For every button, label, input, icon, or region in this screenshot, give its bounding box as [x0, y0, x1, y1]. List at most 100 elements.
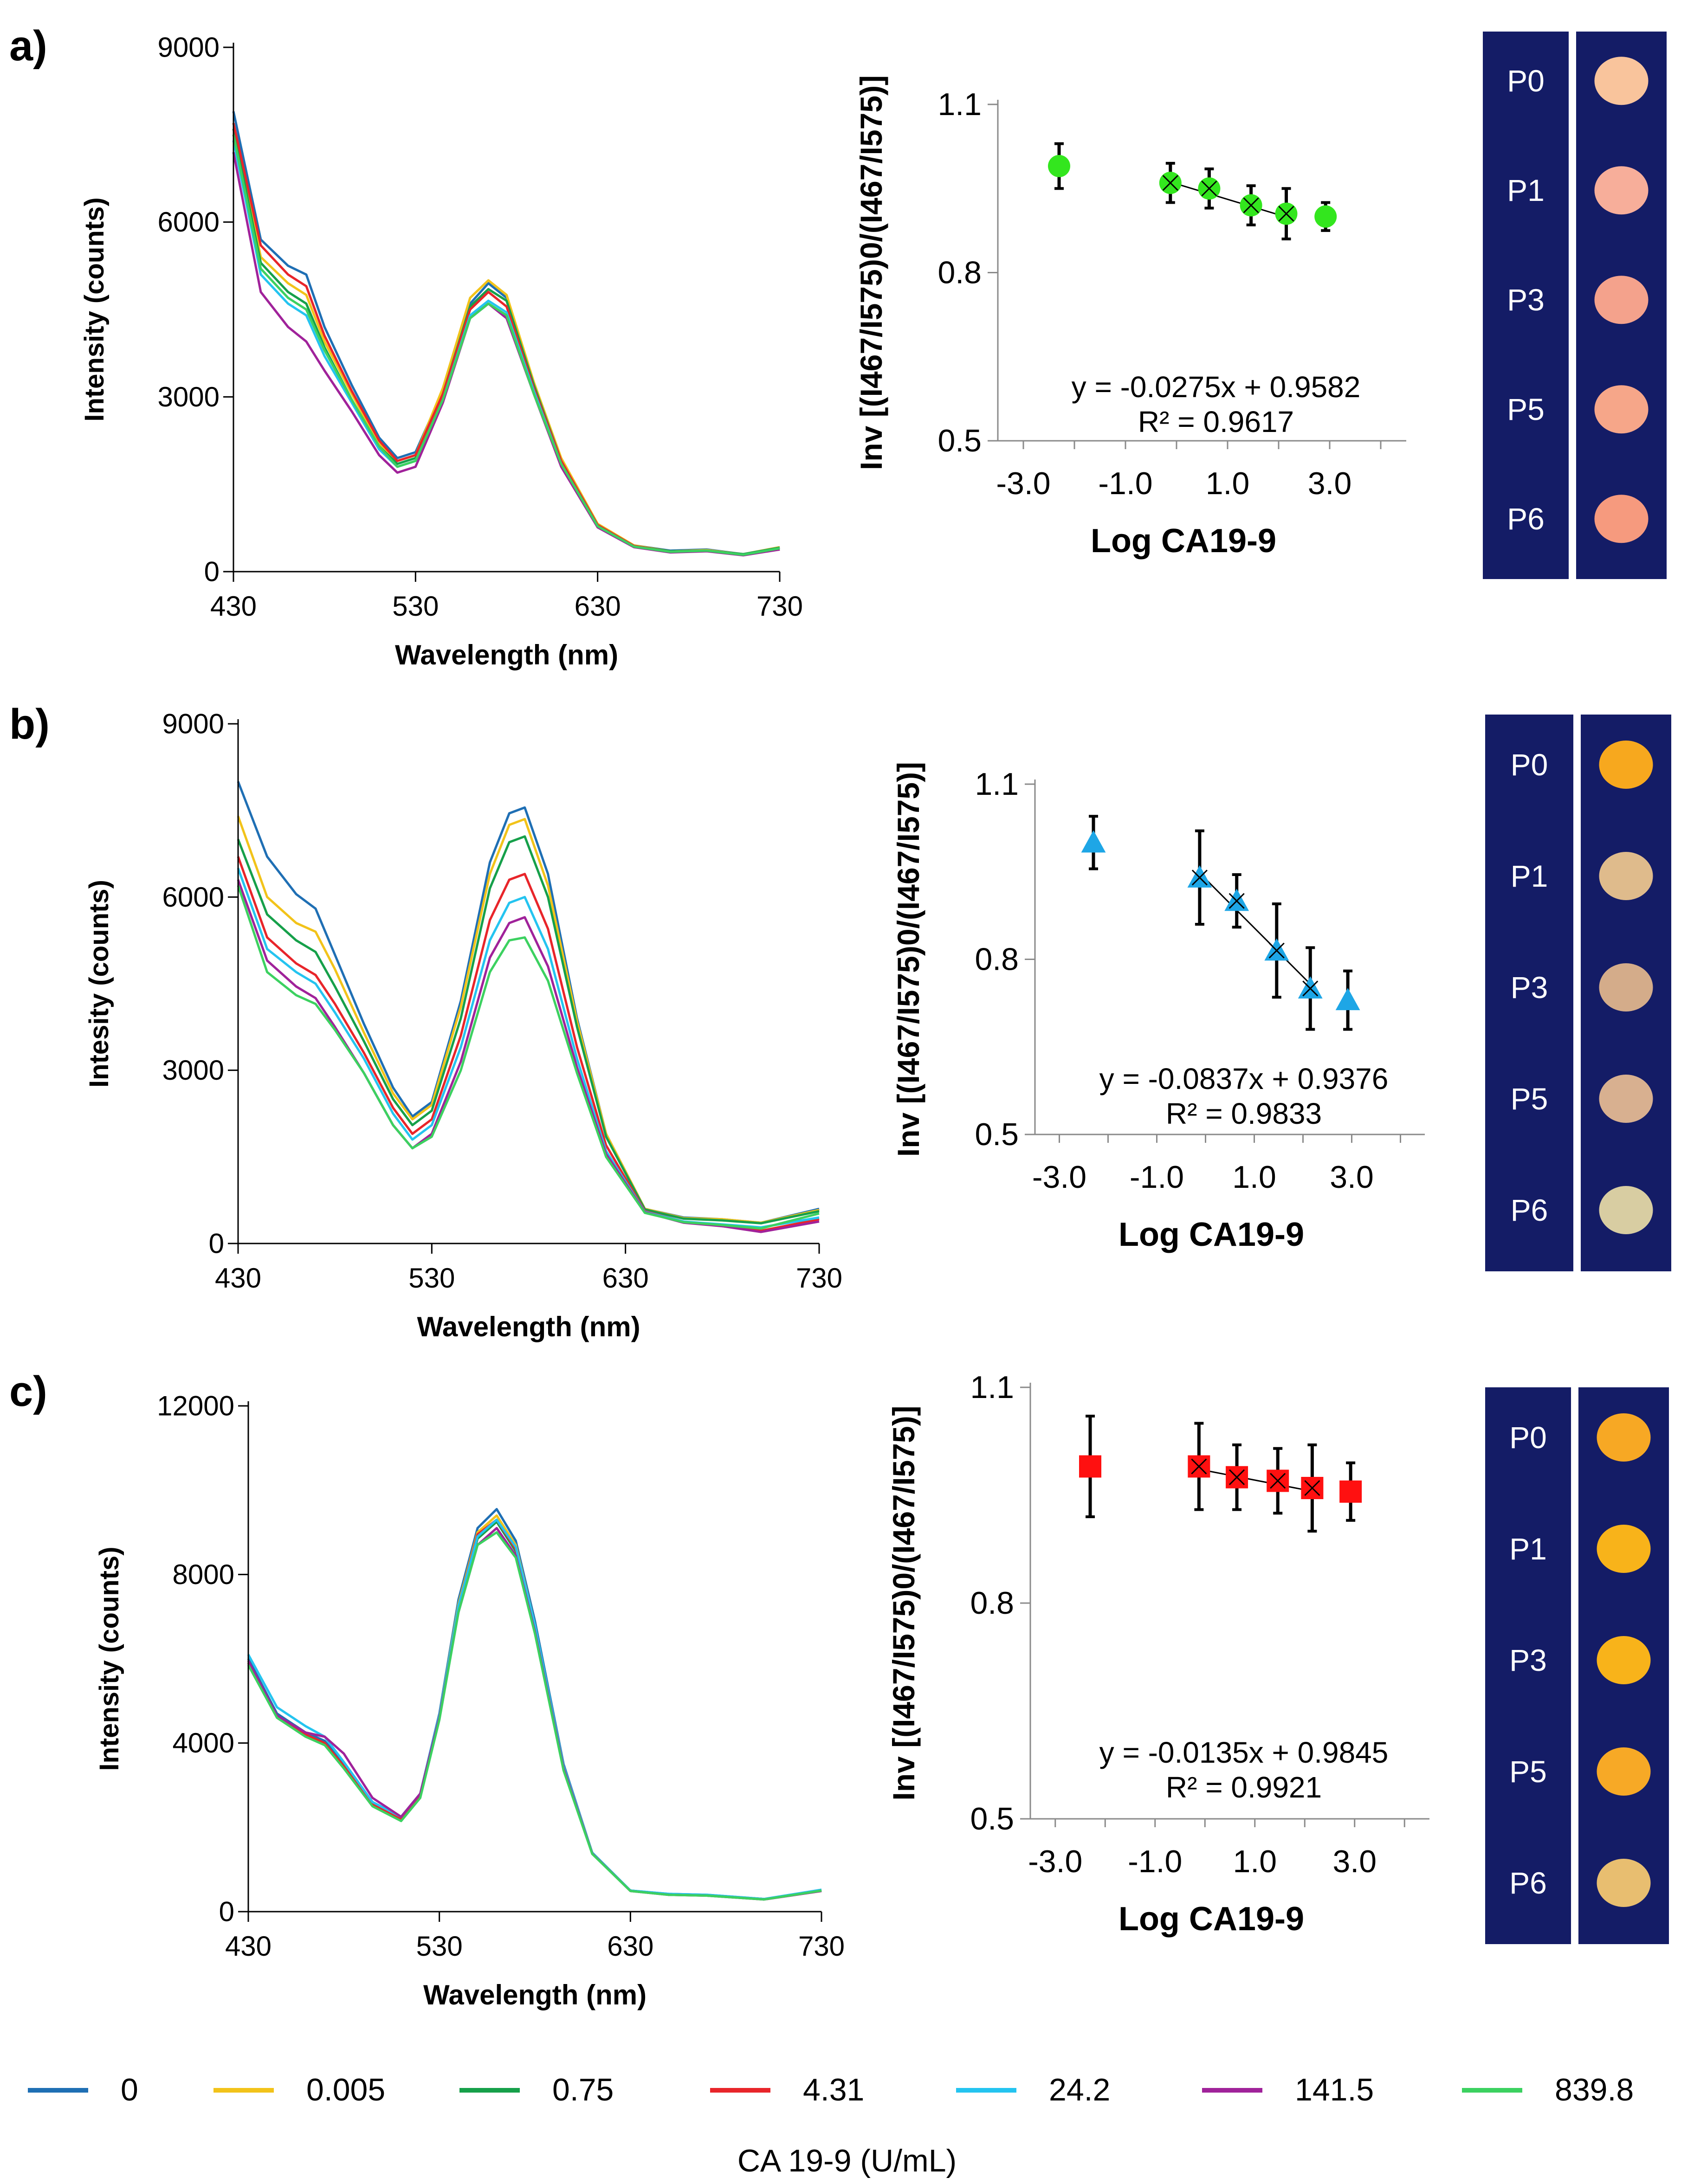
spectrum-series-4.31	[232, 122, 780, 556]
strip-spot	[1599, 1186, 1653, 1234]
cal-x-tick-label: 3.0	[1330, 1160, 1374, 1195]
cal-x-tick-label: -3.0	[996, 466, 1050, 501]
strip-spot	[1597, 1413, 1651, 1462]
cal-point	[1224, 889, 1249, 911]
y-tick-label: 6000	[158, 206, 220, 238]
strip-label-column	[1483, 32, 1569, 579]
strip-spot	[1599, 741, 1653, 789]
spectrum-series-839.8	[247, 1531, 822, 1901]
cal-point	[1079, 1455, 1101, 1478]
cal-equation: y = -0.0275x + 0.9582	[1072, 370, 1361, 404]
strip-spot	[1599, 963, 1653, 1011]
strip-label: P6	[1507, 502, 1545, 536]
cal-point-cross	[1201, 180, 1217, 197]
cal-point	[1187, 865, 1212, 888]
strip-spot	[1594, 385, 1649, 434]
cal-x-tick-label: 1.0	[1232, 1160, 1276, 1195]
cal-x-tick-label: 1.0	[1206, 466, 1250, 501]
cal-x-tick-label: 1.0	[1233, 1844, 1277, 1879]
y-axis-title: Intesity (counts)	[84, 880, 114, 1088]
cal-y-tick-label: 0.8	[975, 942, 1019, 977]
strip-spot	[1599, 1075, 1653, 1123]
cal-point-cross	[1268, 942, 1285, 959]
y-axis-title: Intensity (counts)	[94, 1546, 124, 1771]
strip-label: P1	[1509, 1532, 1547, 1566]
sensor-strip-photo: P0 P1 P3 P5 P6	[1485, 715, 1671, 1271]
strip-label: P5	[1509, 1754, 1547, 1789]
cal-x-tick-label: 3.0	[1308, 466, 1352, 501]
panel-b: b) 0 3000 6000 9000 430 530 630 730 Wavelength (n…	[9, 701, 1671, 1342]
cal-y-tick-label: 0.5	[970, 1801, 1014, 1836]
cal-x-axis-title: Log CA19-9	[1091, 522, 1276, 560]
legend-label: 0	[121, 2072, 138, 2107]
x-tick-label: 430	[215, 1263, 261, 1294]
calibration-chart: 0.5 0.8 1.1 -3.0 -1.0 1.0 3.0 Log CA19-9 Inv [(I…	[891, 762, 1425, 1253]
y-tick-label: 4000	[173, 1727, 234, 1759]
spectrum-chart: 0 4000 8000 12000 430 530 630 730 Wavelength (nm…	[94, 1391, 845, 2011]
cal-fit-line	[1199, 872, 1311, 985]
strip-label: P6	[1511, 1193, 1548, 1227]
spectrum-series-839.8	[237, 885, 820, 1230]
y-tick-label: 12000	[157, 1391, 234, 1422]
cal-point-cross	[1228, 1469, 1245, 1485]
panel-label: c)	[9, 1368, 47, 1415]
cal-point-cross	[1278, 206, 1294, 222]
cal-point	[1335, 988, 1360, 1011]
strip-label: P3	[1509, 1643, 1547, 1677]
spectrum-series-0	[247, 1508, 822, 1901]
cal-y-tick-label: 0.5	[938, 423, 982, 458]
x-axis-title: Wavelength (nm)	[417, 1311, 640, 1342]
calibration-chart: 0.5 0.8 1.1 -3.0 -1.0 1.0 3.0 Log CA19-9 Inv [(I…	[854, 75, 1406, 560]
cal-x-tick-label: -3.0	[1032, 1160, 1086, 1195]
cal-y-tick-label: 0.5	[975, 1117, 1019, 1152]
spectrum-series-0.005	[247, 1514, 822, 1901]
y-tick-label: 0	[204, 556, 220, 587]
x-tick-label: 630	[602, 1263, 649, 1294]
spectrum-chart: 0 3000 6000 9000 430 530 630 730 Wavelength (nm)…	[84, 709, 842, 1343]
spectrum-series-0.005	[232, 122, 780, 555]
sensor-strip-photo: P0 P1 P3 P5 P6	[1485, 1387, 1669, 1944]
y-axis-title: Intensity (counts)	[79, 197, 110, 421]
spectrum-chart: 0 3000 6000 9000 430 530 630 730 Wavelength (nm)…	[79, 32, 803, 671]
cal-point-cross	[1162, 175, 1178, 191]
cal-r2: R² = 0.9833	[1166, 1097, 1322, 1130]
cal-fit-line	[1170, 181, 1287, 218]
legend-title: CA 19-9 (U/mL)	[737, 2143, 957, 2178]
y-tick-label: 3000	[162, 1055, 224, 1086]
strip-label: P3	[1507, 283, 1545, 317]
x-tick-label: 630	[607, 1931, 653, 1962]
strip-spot	[1597, 1525, 1651, 1573]
spectrum-series-839.8	[232, 134, 780, 556]
panel-label: a)	[9, 22, 47, 70]
y-tick-label: 0	[209, 1228, 224, 1259]
strip-spot	[1594, 166, 1649, 215]
cal-x-tick-label: 3.0	[1332, 1844, 1377, 1879]
x-tick-label: 630	[575, 591, 621, 622]
spectrum-series-24.2	[232, 140, 780, 556]
legend-label: 0.005	[306, 2072, 385, 2107]
y-tick-label: 0	[219, 1896, 234, 1927]
cal-y-axis-title: Inv [(I467/I575)0/(I467/I575)]	[891, 762, 925, 1157]
cal-point	[1264, 938, 1289, 961]
cal-x-tick-label: -1.0	[1130, 1160, 1184, 1195]
strip-label: P0	[1507, 64, 1545, 98]
x-tick-label: 730	[796, 1263, 842, 1294]
strip-label-column	[1485, 715, 1573, 1271]
cal-r2: R² = 0.9617	[1138, 405, 1294, 438]
strip-spot	[1594, 495, 1649, 543]
cal-fit-line	[1199, 1469, 1313, 1492]
cal-y-tick-label: 0.8	[938, 255, 982, 290]
strip-label: P1	[1507, 173, 1545, 207]
legend-label: 4.31	[803, 2072, 864, 2107]
strip-spot	[1599, 852, 1653, 900]
cal-x-axis-title: Log CA19-9	[1119, 1901, 1304, 1938]
cal-y-tick-label: 1.1	[970, 1370, 1014, 1405]
cal-point-cross	[1228, 893, 1245, 909]
cal-point-cross	[1302, 980, 1319, 997]
cal-r2: R² = 0.9921	[1166, 1771, 1322, 1804]
cal-equation: y = -0.0135x + 0.9845	[1099, 1736, 1389, 1769]
strip-spot	[1597, 1747, 1651, 1796]
x-tick-label: 730	[756, 591, 803, 622]
spectrum-series-4.31	[247, 1518, 822, 1901]
cal-point-cross	[1304, 1480, 1320, 1496]
